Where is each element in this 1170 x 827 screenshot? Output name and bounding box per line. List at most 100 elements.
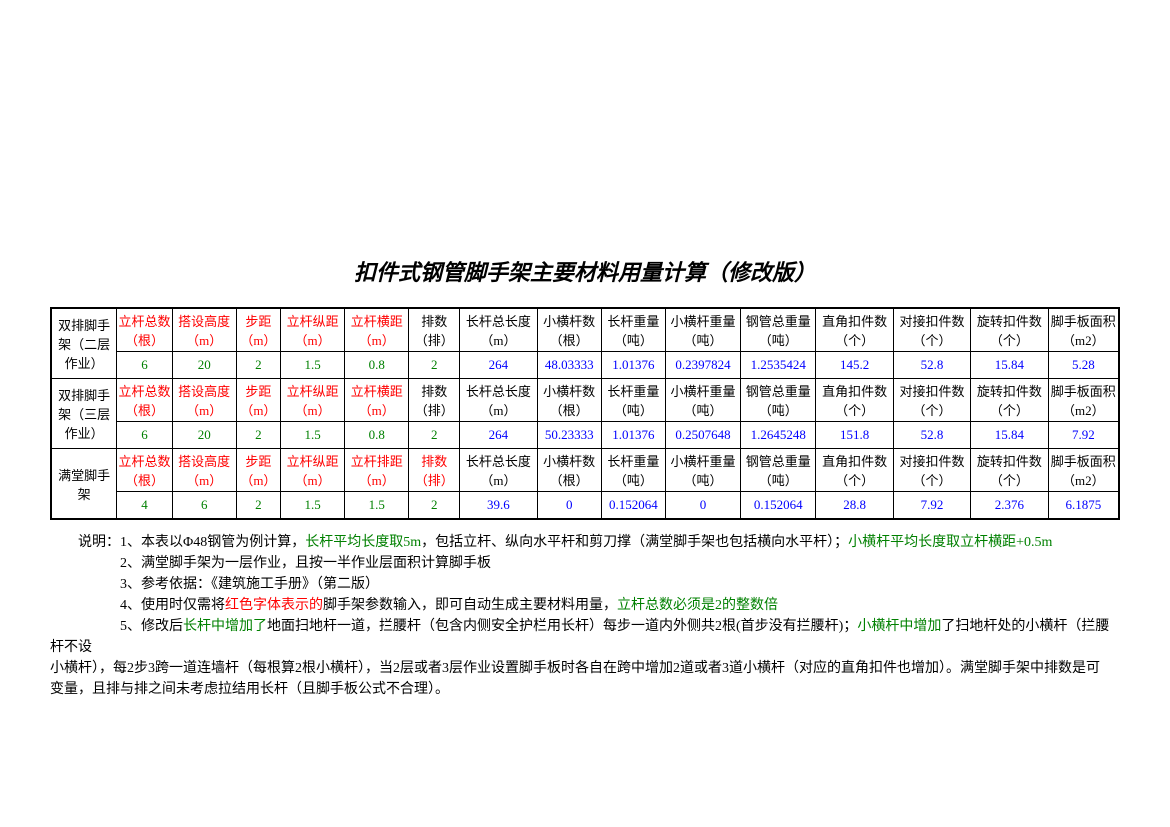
col-header: 长杆重量（吨） (601, 308, 665, 352)
cell-value: 6 (117, 422, 172, 449)
cell-value: 7.92 (893, 492, 970, 520)
cell-value: 50.23333 (537, 422, 601, 449)
cell-value: 1.5 (281, 422, 345, 449)
col-header: 立杆总数（根） (117, 308, 172, 352)
cell-value: 6.1875 (1048, 492, 1119, 520)
cell-value: 0.2507648 (665, 422, 740, 449)
col-header: 旋转扣件数（个） (971, 379, 1048, 422)
cell-value: 6 (172, 492, 236, 520)
cell-value: 0.152064 (601, 492, 665, 520)
cell-value: 15.84 (971, 352, 1048, 379)
section-label: 双排脚手架（三层作业） (51, 379, 117, 449)
col-header: 对接扣件数（个） (893, 449, 970, 492)
cell-value: 145.2 (816, 352, 893, 379)
col-header: 直角扣件数（个） (816, 449, 893, 492)
note-4: 4、使用时仅需将红色字体表示的脚手架参数输入，即可自动生成主要材料用量，立杆总数… (50, 595, 1120, 616)
col-header: 小横杆重量（吨） (665, 308, 740, 352)
col-header: 搭设高度（m） (172, 449, 236, 492)
cell-value: 52.8 (893, 422, 970, 449)
cell-value: 6 (117, 352, 172, 379)
cell-value: 1.2535424 (741, 352, 816, 379)
note-1: 说明：1、本表以Φ48钢管为例计算，长杆平均长度取5m，包括立杆、纵向水平杆和剪… (50, 532, 1120, 553)
note-2: 2、满堂脚手架为一层作业，且按一半作业层面积计算脚手板 (50, 553, 1120, 574)
cell-value: 20 (172, 422, 236, 449)
col-header: 对接扣件数（个） (893, 379, 970, 422)
cell-value: 2 (409, 422, 460, 449)
cell-value: 0.152064 (741, 492, 816, 520)
cell-value: 264 (460, 352, 537, 379)
note-5b: 小横杆），每2步3跨一道连墙杆（每根算2根小横杆），当2层或者3层作业设置脚手板… (50, 658, 1120, 679)
col-header: 立杆横距（m） (345, 379, 409, 422)
col-header: 长杆总长度（m） (460, 308, 537, 352)
col-header: 排数（排） (409, 308, 460, 352)
col-header: 立杆横距（m） (345, 308, 409, 352)
cell-value: 1.01376 (601, 422, 665, 449)
cell-value: 0 (537, 492, 601, 520)
col-header: 对接扣件数（个） (893, 308, 970, 352)
col-header: 立杆总数（根） (117, 449, 172, 492)
cell-value: 48.03333 (537, 352, 601, 379)
col-header: 小横杆重量（吨） (665, 379, 740, 422)
section-label: 双排脚手架（二层作业） (51, 308, 117, 379)
material-table: 双排脚手架（二层作业）立杆总数（根）搭设高度（m）步距（m）立杆纵距（m）立杆横… (50, 307, 1120, 520)
col-header: 步距（m） (236, 379, 280, 422)
col-header: 搭设高度（m） (172, 379, 236, 422)
col-header: 小横杆重量（吨） (665, 449, 740, 492)
col-header: 步距（m） (236, 449, 280, 492)
col-header: 小横杆数（根） (537, 308, 601, 352)
cell-value: 264 (460, 422, 537, 449)
col-header: 立杆总数（根） (117, 379, 172, 422)
cell-value: 0.2397824 (665, 352, 740, 379)
cell-value: 2 (409, 352, 460, 379)
col-header: 旋转扣件数（个） (971, 308, 1048, 352)
col-header: 长杆总长度（m） (460, 449, 537, 492)
cell-value: 2 (236, 492, 280, 520)
note-5: 5、修改后长杆中增加了地面扫地杆一道，拦腰杆（包含内侧安全护栏用长杆）每步一道内… (50, 616, 1120, 658)
cell-value: 1.2645248 (741, 422, 816, 449)
col-header: 小横杆数（根） (537, 379, 601, 422)
col-header: 脚手板面积（m2） (1048, 308, 1119, 352)
col-header: 排数（排） (409, 379, 460, 422)
cell-value: 4 (117, 492, 172, 520)
cell-value: 1.5 (345, 492, 409, 520)
col-header: 脚手板面积（m2） (1048, 449, 1119, 492)
cell-value: 52.8 (893, 352, 970, 379)
col-header: 小横杆数（根） (537, 449, 601, 492)
cell-value: 151.8 (816, 422, 893, 449)
cell-value: 28.8 (816, 492, 893, 520)
col-header: 长杆重量（吨） (601, 449, 665, 492)
cell-value: 20 (172, 352, 236, 379)
col-header: 排数（排） (409, 449, 460, 492)
col-header: 钢管总重量（吨） (741, 449, 816, 492)
col-header: 旋转扣件数（个） (971, 449, 1048, 492)
cell-value: 1.5 (281, 352, 345, 379)
col-header: 立杆纵距（m） (281, 308, 345, 352)
cell-value: 0.8 (345, 352, 409, 379)
note-3: 3、参考依据：《建筑施工手册》（第二版） (50, 574, 1120, 595)
col-header: 立杆纵距（m） (281, 449, 345, 492)
cell-value: 1.01376 (601, 352, 665, 379)
section-label: 满堂脚手架 (51, 449, 117, 520)
col-header: 钢管总重量（吨） (741, 308, 816, 352)
col-header: 钢管总重量（吨） (741, 379, 816, 422)
notes: 说明：1、本表以Φ48钢管为例计算，长杆平均长度取5m，包括立杆、纵向水平杆和剪… (50, 532, 1120, 700)
col-header: 立杆纵距（m） (281, 379, 345, 422)
cell-value: 2 (236, 352, 280, 379)
cell-value: 5.28 (1048, 352, 1119, 379)
cell-value: 2 (236, 422, 280, 449)
col-header: 直角扣件数（个） (816, 379, 893, 422)
col-header: 步距（m） (236, 308, 280, 352)
cell-value: 7.92 (1048, 422, 1119, 449)
doc-title: 扣件式钢管脚手架主要材料用量计算（修改版） (50, 255, 1120, 287)
cell-value: 0.8 (345, 422, 409, 449)
col-header: 搭设高度（m） (172, 308, 236, 352)
cell-value: 39.6 (460, 492, 537, 520)
col-header: 直角扣件数（个） (816, 308, 893, 352)
cell-value: 2 (409, 492, 460, 520)
cell-value: 1.5 (281, 492, 345, 520)
col-header: 长杆重量（吨） (601, 379, 665, 422)
cell-value: 0 (665, 492, 740, 520)
col-header: 脚手板面积（m2） (1048, 379, 1119, 422)
col-header: 长杆总长度（m） (460, 379, 537, 422)
col-header: 立杆排距（m） (345, 449, 409, 492)
